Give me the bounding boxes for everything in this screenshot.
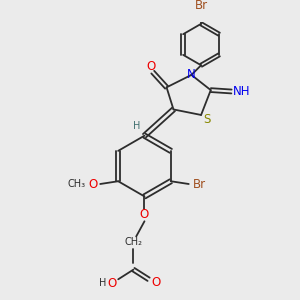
Text: O: O: [140, 208, 149, 221]
Text: S: S: [203, 113, 211, 126]
Text: Br: Br: [192, 178, 206, 190]
Text: O: O: [151, 275, 160, 289]
Text: H: H: [133, 121, 140, 131]
Text: N: N: [187, 68, 195, 81]
Text: CH₂: CH₂: [124, 237, 142, 247]
Text: O: O: [89, 178, 98, 190]
Text: CH₃: CH₃: [68, 179, 86, 189]
Text: O: O: [146, 60, 155, 73]
Text: H: H: [99, 278, 106, 288]
Text: Br: Br: [194, 0, 208, 11]
Text: NH: NH: [233, 85, 251, 98]
Text: O: O: [107, 277, 116, 290]
